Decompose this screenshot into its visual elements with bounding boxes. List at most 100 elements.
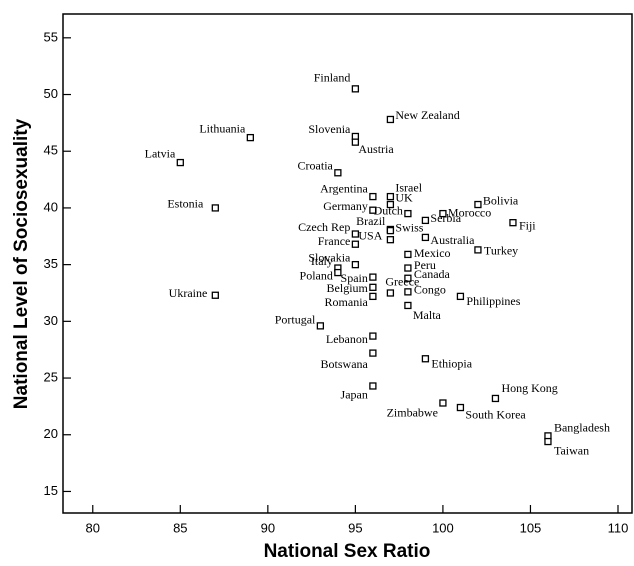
data-point bbox=[456, 292, 465, 301]
point-label: Serbia bbox=[430, 211, 461, 225]
y-tick-label: 55 bbox=[44, 29, 58, 44]
data-point bbox=[386, 115, 395, 124]
point-label: Israel bbox=[395, 180, 422, 194]
point-label: Lebanon bbox=[326, 332, 368, 346]
point-label: Malta bbox=[413, 308, 442, 322]
data-point bbox=[404, 250, 412, 259]
point-label: Finland bbox=[314, 71, 351, 85]
point-label: Lithuania bbox=[199, 121, 246, 135]
point-label: Germany bbox=[323, 199, 368, 213]
data-point bbox=[211, 204, 219, 212]
point-label: Slovenia bbox=[308, 122, 351, 136]
point-label: Argentina bbox=[320, 181, 368, 195]
data-point bbox=[351, 230, 360, 238]
x-axis-label: National Sex Ratio bbox=[264, 541, 431, 562]
data-point bbox=[369, 206, 377, 214]
data-point bbox=[421, 233, 430, 242]
point-label: Austria bbox=[358, 142, 394, 156]
data-point bbox=[474, 246, 482, 254]
data-point bbox=[386, 289, 395, 297]
data-point bbox=[439, 209, 447, 218]
point-label: Estonia bbox=[167, 197, 204, 211]
data-point bbox=[351, 138, 360, 146]
point-label: Poland bbox=[300, 268, 333, 282]
point-label: Spain bbox=[341, 271, 368, 285]
point-label: Turkey bbox=[484, 244, 518, 258]
point-label: Peru bbox=[414, 258, 436, 272]
data-point bbox=[369, 349, 377, 357]
data-point bbox=[351, 240, 360, 248]
data-point bbox=[491, 394, 500, 403]
y-axis-label: National Level of Sociosexuality bbox=[11, 118, 32, 409]
data-point bbox=[421, 355, 430, 363]
plot-frame bbox=[62, 13, 633, 514]
point-label: UK bbox=[395, 190, 413, 204]
point-label: Ukraine bbox=[169, 286, 208, 300]
data-point bbox=[351, 85, 360, 93]
x-tick-label: 95 bbox=[348, 520, 362, 535]
point-label: Brazil bbox=[356, 214, 386, 228]
point-label: Romania bbox=[325, 295, 369, 309]
y-tick-label: 40 bbox=[44, 199, 58, 214]
y-tick-label: 30 bbox=[44, 313, 58, 328]
data-point bbox=[369, 192, 377, 201]
point-label: Bangladesh bbox=[554, 421, 610, 435]
point-label: Taiwan bbox=[554, 443, 589, 457]
data-point bbox=[386, 192, 395, 201]
point-label: Latvia bbox=[145, 146, 176, 160]
point-label: Belgium bbox=[327, 281, 369, 295]
point-label: France bbox=[318, 234, 351, 248]
x-tick-label: 100 bbox=[432, 520, 454, 535]
data-point bbox=[386, 200, 395, 209]
point-label: Japan bbox=[341, 388, 368, 402]
point-label: Morocco bbox=[448, 205, 491, 219]
data-point bbox=[404, 288, 412, 296]
data-point bbox=[421, 216, 430, 225]
point-label: Ethiopia bbox=[431, 357, 472, 371]
point-label: Dutch bbox=[374, 203, 403, 217]
point-label: Canada bbox=[414, 267, 451, 281]
point-label: Greece bbox=[385, 275, 419, 289]
data-point bbox=[404, 264, 412, 272]
data-point bbox=[211, 291, 219, 299]
y-tick-label: 15 bbox=[44, 483, 58, 498]
point-label: Croatia bbox=[298, 159, 334, 173]
point-label: Zimbabwe bbox=[387, 406, 438, 420]
point-label: Fiji bbox=[519, 218, 536, 232]
x-tick-label: 110 bbox=[608, 520, 629, 535]
point-label: USA bbox=[358, 228, 382, 242]
point-label: Swiss bbox=[395, 220, 423, 234]
point-label: Australia bbox=[430, 233, 475, 247]
data-point bbox=[369, 332, 377, 340]
data-point bbox=[404, 274, 412, 282]
data-point bbox=[456, 403, 465, 412]
x-tick-label: 105 bbox=[520, 520, 542, 535]
y-tick-label: 20 bbox=[44, 426, 58, 441]
y-tick-label: 45 bbox=[44, 143, 58, 158]
data-point bbox=[246, 133, 254, 142]
point-label: Bolivia bbox=[483, 193, 519, 207]
data-point bbox=[369, 283, 377, 291]
x-tick-label: 90 bbox=[261, 520, 275, 535]
data-point bbox=[439, 399, 447, 407]
data-point bbox=[369, 273, 377, 281]
data-point bbox=[474, 200, 482, 209]
point-label: New Zealand bbox=[395, 108, 459, 122]
data-point bbox=[544, 437, 552, 446]
point-label: Portugal bbox=[275, 313, 316, 327]
data-point bbox=[334, 169, 342, 177]
data-point bbox=[404, 209, 412, 218]
y-tick-label: 35 bbox=[44, 256, 58, 271]
data-point bbox=[509, 219, 517, 227]
point-label: Czech Rep bbox=[298, 220, 350, 234]
data-point bbox=[334, 268, 342, 277]
data-point bbox=[369, 292, 377, 301]
point-label: Italy bbox=[311, 254, 333, 268]
data-point bbox=[316, 322, 325, 330]
data-point bbox=[404, 301, 412, 310]
y-tick-label: 25 bbox=[44, 369, 58, 384]
point-label: Slovakia bbox=[308, 250, 351, 264]
y-tick-label: 50 bbox=[44, 86, 58, 101]
data-point bbox=[386, 236, 395, 244]
